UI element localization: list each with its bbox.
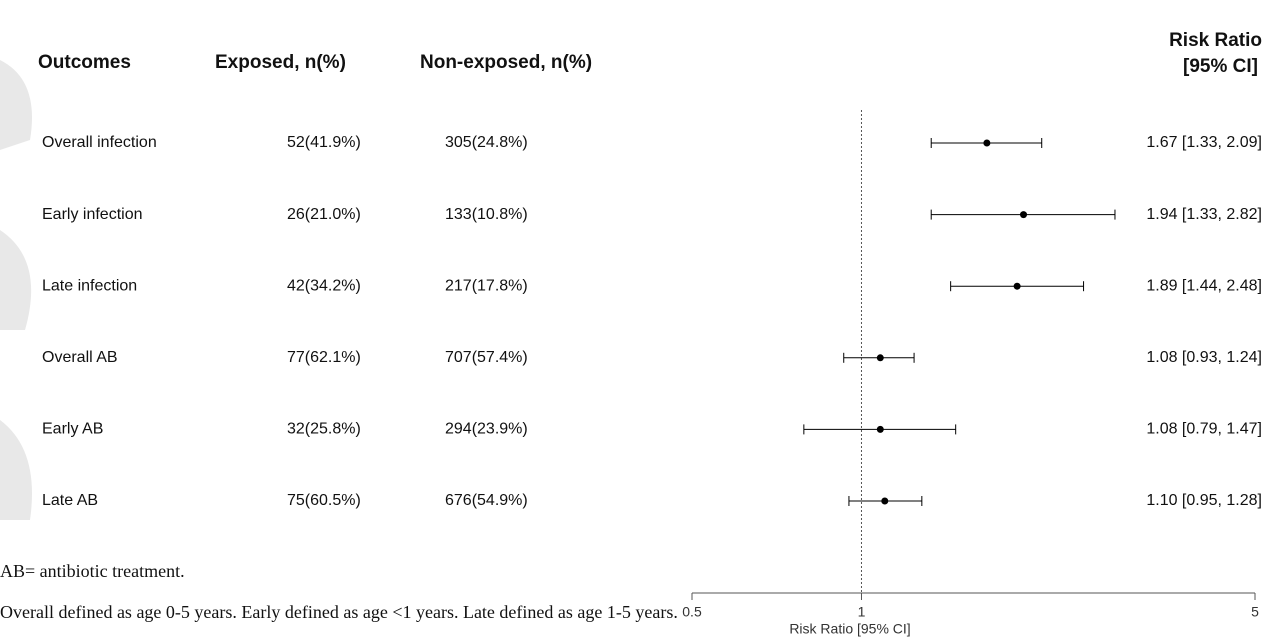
non-exposed-value: 294(23.9%) bbox=[445, 421, 528, 438]
exposed-value: 75(60.5%) bbox=[287, 492, 361, 509]
non-exposed-value: 707(57.4%) bbox=[445, 349, 528, 366]
column-header: [95% CI] bbox=[1183, 56, 1258, 77]
column-header: Non-exposed, n(%) bbox=[420, 52, 592, 73]
column-header: Outcomes bbox=[38, 52, 131, 73]
outcome-label: Late infection bbox=[42, 277, 137, 294]
ci-label: 1.89 [1.44, 2.48] bbox=[1146, 277, 1262, 294]
point-estimate bbox=[1013, 282, 1021, 290]
ci-label: 1.67 [1.33, 2.09] bbox=[1146, 134, 1262, 151]
column-header: Exposed, n(%) bbox=[215, 52, 346, 73]
exposed-value: 42(34.2%) bbox=[287, 277, 361, 294]
ci-label: 1.08 [0.93, 1.24] bbox=[1146, 349, 1262, 366]
non-exposed-value: 133(10.8%) bbox=[445, 206, 528, 223]
x-axis-title: Risk Ratio [95% CI] bbox=[789, 621, 910, 637]
watermark-decoration bbox=[0, 60, 32, 520]
exposed-value: 77(62.1%) bbox=[287, 349, 361, 366]
outcome-label: Overall infection bbox=[42, 134, 157, 151]
exposed-value: 52(41.9%) bbox=[287, 134, 361, 151]
outcome-label: Early AB bbox=[42, 421, 103, 438]
column-header: Risk Ratio bbox=[1169, 30, 1262, 51]
point-estimate bbox=[1020, 211, 1028, 219]
exposed-value: 26(21.0%) bbox=[287, 206, 361, 223]
non-exposed-value: 305(24.8%) bbox=[445, 134, 528, 151]
non-exposed-value: 676(54.9%) bbox=[445, 492, 528, 509]
footnote: Overall defined as age 0-5 years. Early … bbox=[0, 602, 678, 622]
exposed-value: 32(25.8%) bbox=[287, 421, 361, 438]
ci-label: 1.08 [0.79, 1.47] bbox=[1146, 421, 1262, 438]
point-estimate bbox=[881, 497, 889, 505]
ci-label: 1.10 [0.95, 1.28] bbox=[1146, 492, 1262, 509]
footnote: AB= antibiotic treatment. bbox=[0, 561, 185, 581]
point-estimate bbox=[876, 354, 884, 362]
outcome-label: Early infection bbox=[42, 206, 143, 223]
point-estimate bbox=[876, 425, 884, 433]
outcome-label: Late AB bbox=[42, 492, 98, 509]
point-estimate bbox=[983, 139, 991, 147]
x-tick-label: 1 bbox=[858, 604, 866, 620]
x-tick-label: 0.5 bbox=[682, 604, 702, 620]
x-tick-label: 5 bbox=[1251, 604, 1259, 620]
non-exposed-value: 217(17.8%) bbox=[445, 277, 528, 294]
outcome-label: Overall AB bbox=[42, 349, 118, 366]
ci-label: 1.94 [1.33, 2.82] bbox=[1146, 206, 1262, 223]
